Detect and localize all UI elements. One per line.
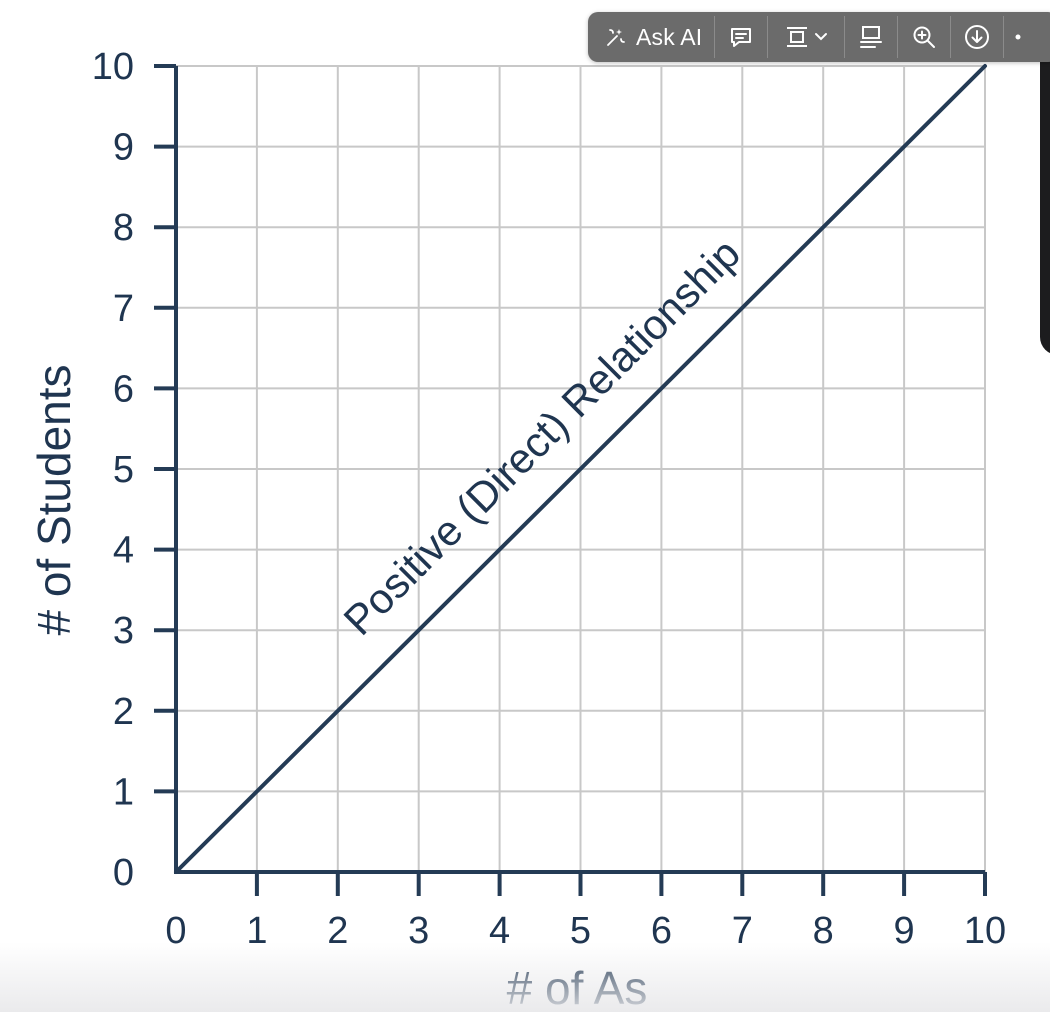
more-icon [1014,32,1024,42]
comment-button[interactable] [715,12,767,62]
x-tick-label: 1 [246,910,267,952]
x-tick-label: 2 [327,910,348,952]
toolbar-divider [950,16,952,58]
y-tick-label: 0 [113,852,134,894]
toolbar-divider [714,16,716,58]
floating-toolbar: Ask AI [588,12,1050,62]
y-tick-label: 9 [113,127,134,169]
fit-page-icon [784,24,810,50]
y-tick-label: 10 [92,46,134,88]
fit-page-dropdown[interactable] [768,12,844,62]
x-tick-label: 9 [894,910,915,952]
ask-ai-button[interactable]: Ask AI [588,12,714,62]
download-button[interactable] [951,12,1003,62]
chevron-down-icon [814,30,828,44]
y-tick-label: 5 [113,449,134,491]
comment-icon [728,24,754,50]
x-tick-label: 6 [651,910,672,952]
x-tick-label: 10 [964,910,1006,952]
ai-sparkle-icon [604,25,628,49]
x-tick-label: 4 [489,910,510,952]
x-tick-label: 5 [570,910,591,952]
y-axis-label: # of Students [28,364,80,635]
download-icon [963,23,991,51]
y-tick-label: 3 [113,610,134,652]
x-tick-label: 7 [732,910,753,952]
text-layout-icon [858,24,884,50]
text-layout-button[interactable] [845,12,897,62]
y-tick-label: 2 [113,691,134,733]
y-tick-label: 1 [113,771,134,813]
y-tick-label: 6 [113,368,134,410]
axes [154,64,987,896]
series-line [174,64,987,874]
toolbar-divider [767,16,769,58]
tick-labels: 0 1 2 3 4 5 6 7 8 9 10 0 1 2 3 4 5 6 7 8 9 10 [92,46,1006,952]
x-axis-label: # of As [507,962,648,1012]
y-tick-label: 8 [113,207,134,249]
zoom-in-button[interactable] [898,12,950,62]
grid [176,65,986,872]
more-button[interactable] [1004,12,1044,62]
x-tick-label: 0 [165,910,186,952]
zoom-in-icon [911,24,937,50]
x-tick-label: 8 [813,910,834,952]
ask-ai-label: Ask AI [636,23,703,50]
y-tick-label: 7 [113,288,134,330]
toolbar-divider [1003,16,1005,58]
y-tick-label: 4 [113,530,134,572]
series-layer [174,64,987,874]
line-annotation: Positive (Direct) Relationship [334,229,749,644]
side-panel-edge [1040,40,1050,355]
toolbar-divider [844,16,846,58]
toolbar-divider [897,16,899,58]
x-tick-label: 3 [408,910,429,952]
